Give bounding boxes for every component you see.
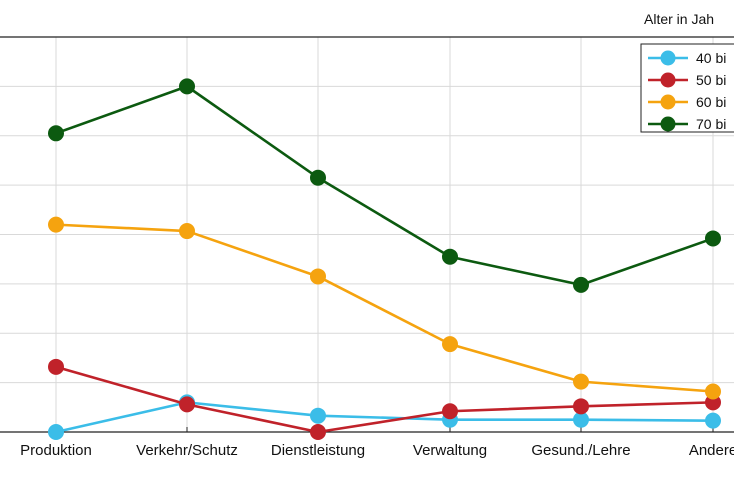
data-point — [310, 407, 326, 424]
data-point — [573, 411, 589, 428]
data-point — [179, 78, 195, 95]
data-point — [573, 373, 589, 390]
data-point — [705, 383, 721, 400]
data-point — [705, 412, 721, 429]
legend-label: 70 bi — [696, 116, 726, 132]
x-tick-label: Gesund./Lehre — [531, 442, 630, 459]
series-0 — [48, 394, 721, 440]
x-tick-label: Verwaltung — [413, 442, 487, 459]
data-point — [573, 276, 589, 293]
data-point — [48, 358, 64, 375]
data-point — [48, 424, 64, 440]
series-group — [48, 78, 721, 440]
x-tick-label: Verkehr/Schutz — [136, 442, 238, 459]
data-point — [573, 398, 589, 415]
series-line — [55, 365, 714, 434]
x-tick-label: Dienstleistung — [271, 442, 365, 459]
grid-lines — [0, 36, 734, 433]
x-tick-label: Produktion — [20, 442, 92, 459]
data-point — [442, 336, 458, 353]
series-line — [55, 223, 714, 393]
data-point — [442, 248, 458, 265]
data-point — [310, 424, 326, 440]
data-point — [705, 230, 721, 247]
data-point — [310, 268, 326, 285]
series-2 — [48, 216, 721, 400]
legend-swatch-marker — [660, 72, 676, 88]
series-line — [55, 85, 714, 287]
data-point — [48, 216, 64, 233]
legend-title: Alter in Jah — [644, 11, 714, 27]
x-ticks: Produktion Verkehr/Schutz Dienstleistung Ve… — [20, 427, 734, 459]
legend-label: 60 bi — [696, 94, 726, 110]
series-1 — [48, 358, 721, 440]
legend-label: 50 bi — [696, 72, 726, 88]
data-point — [48, 125, 64, 142]
series-3 — [48, 78, 721, 293]
series-line — [55, 401, 714, 434]
data-point — [310, 169, 326, 186]
legend-swatch-marker — [660, 50, 676, 66]
data-point — [179, 396, 195, 413]
x-tick-label: Andere — [689, 442, 734, 459]
legend: 40 bi 50 bi 60 bi 70 bi — [640, 43, 734, 133]
legend-label: 40 bi — [696, 50, 726, 66]
data-point — [179, 223, 195, 240]
legend-swatch-marker — [660, 116, 676, 132]
axes — [0, 36, 734, 433]
data-point — [442, 403, 458, 420]
legend-swatch-marker — [660, 94, 676, 110]
